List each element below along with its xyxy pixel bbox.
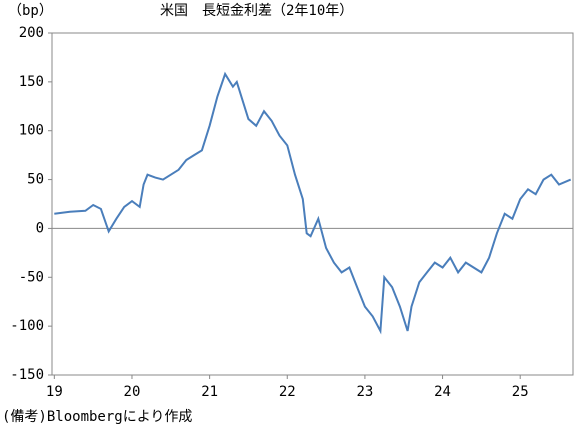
y-tick-label: -150 xyxy=(10,367,44,383)
x-tick-label: 23 xyxy=(356,384,373,400)
y-tick-label: -100 xyxy=(10,318,44,334)
note: (備考)Bloombergにより作成 xyxy=(2,409,192,425)
y-tick-label: 150 xyxy=(19,74,44,90)
y-axis-label: （bp） xyxy=(8,3,53,19)
y-tick-label: -50 xyxy=(19,269,44,285)
y-tick-label: 100 xyxy=(19,123,44,139)
x-tick-label: 19 xyxy=(46,384,63,400)
x-tick-label: 25 xyxy=(512,384,529,400)
chart-title: 米国 長短金利差（2年10年） xyxy=(160,3,353,19)
y-tick-label: 50 xyxy=(27,172,44,188)
plot-frame xyxy=(51,32,574,376)
line-series xyxy=(54,71,572,335)
y-tick-label: 0 xyxy=(36,220,44,236)
x-tick-label: 24 xyxy=(434,384,451,400)
y-tick-label: 200 xyxy=(19,25,44,41)
x-tick-label: 20 xyxy=(124,384,141,400)
x-tick-label: 22 xyxy=(279,384,296,400)
x-tick-label: 21 xyxy=(201,384,218,400)
